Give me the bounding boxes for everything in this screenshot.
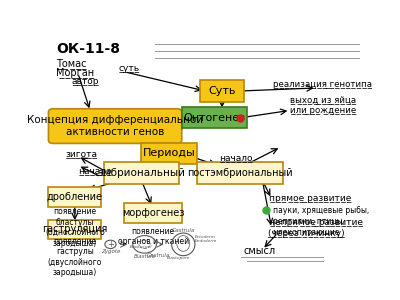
FancyBboxPatch shape	[197, 162, 282, 184]
Text: Endoderm: Endoderm	[195, 239, 218, 243]
Text: появление
бластулы
(однослойного
зародыша): появление бластулы (однослойного зародыш…	[45, 207, 105, 248]
Text: Gastrula: Gastrula	[172, 228, 195, 233]
Text: смысл: смысл	[244, 246, 276, 256]
FancyBboxPatch shape	[48, 187, 101, 207]
Text: Blastopore: Blastopore	[167, 256, 190, 260]
Text: Blastocoel: Blastocoel	[130, 245, 153, 249]
Text: Zygote: Zygote	[101, 249, 120, 254]
Text: морфогенез: морфогенез	[122, 208, 184, 218]
Text: п̲р̲я̲м̲о̲е̲ ̲р̲а̲з̲в̲и̲т̲и̲е̲: п̲р̲я̲м̲о̲е̲ ̲р̲а̲з̲в̲и̲т̲и̲е̲	[268, 194, 351, 203]
Text: с̲у̲т̲ь̲: с̲у̲т̲ь̲	[118, 64, 140, 73]
Text: н̲а̲ч̲а̲л̲о̲: н̲а̲ч̲а̲л̲о̲	[78, 166, 112, 175]
Text: н̲а̲ч̲а̲л̲о̲: н̲а̲ч̲а̲л̲о̲	[219, 154, 252, 163]
FancyBboxPatch shape	[48, 109, 182, 143]
FancyBboxPatch shape	[200, 80, 244, 102]
Text: появление
гаструлы
(двуслойного
зародыша): появление гаструлы (двуслойного зародыша…	[48, 237, 102, 277]
Text: Т̲о̲м̲а̲с̲: Т̲о̲м̲а̲с̲	[56, 58, 87, 69]
Text: постэмбриональный: постэмбриональный	[187, 168, 293, 178]
Text: Blastula: Blastula	[134, 254, 156, 259]
Text: гаструляция: гаструляция	[42, 224, 108, 235]
Text: ОК-11-8: ОК-11-8	[56, 42, 120, 56]
FancyBboxPatch shape	[124, 203, 182, 223]
Text: появление
органов и тканей: появление органов и тканей	[118, 226, 189, 246]
FancyBboxPatch shape	[48, 220, 101, 239]
Text: Суть: Суть	[208, 86, 236, 96]
Text: +: +	[107, 240, 114, 249]
Text: Онтогенез: Онтогенез	[183, 113, 245, 123]
FancyBboxPatch shape	[104, 162, 179, 184]
Text: Концепция дифференциальной
активности генов: Концепция дифференциальной активности ге…	[27, 115, 203, 137]
Text: дробление: дробление	[47, 192, 103, 202]
Text: Gastrula: Gastrula	[147, 253, 170, 258]
Text: з̲и̲г̲о̲т̲а̲: з̲и̲г̲о̲т̲а̲	[66, 149, 98, 158]
Text: Ectoderm: Ectoderm	[195, 235, 216, 239]
Text: Периоды: Периоды	[143, 148, 196, 158]
Text: эмбриональный: эмбриональный	[98, 168, 186, 178]
Text: пауки, хрящевые рыбы,
рептилии, птицы,
млекопитающие: пауки, хрящевые рыбы, рептилии, птицы, м…	[272, 206, 369, 236]
Text: в̲ы̲х̲о̲д̲ ̲и̲з̲ ̲я̲й̲ц̲а̲
и̲л̲и̲ ̲р̲о̲ж̲д̲е̲н̲и̲е̲: в̲ы̲х̲о̲д̲ ̲и̲з̲ ̲я̲й̲ц̲а̲ и̲л̲и̲ ̲р̲о̲ж…	[290, 96, 356, 115]
Text: р̲е̲а̲л̲и̲з̲а̲ц̲и̲я̲ ̲г̲е̲н̲о̲т̲и̲п̲а̲: р̲е̲а̲л̲и̲з̲а̲ц̲и̲я̲ ̲г̲е̲н̲о̲т̲и̲п̲а̲	[273, 80, 372, 89]
Text: М̲о̲р̲г̲а̲н̲: М̲о̲р̲г̲а̲н̲	[56, 67, 94, 78]
Text: а̲в̲т̲о̲р̲: а̲в̲т̲о̲р̲	[72, 76, 100, 85]
FancyBboxPatch shape	[142, 143, 197, 164]
Text: н̲е̲п̲р̲я̲м̲о̲е̲ ̲р̲а̲з̲в̲и̲т̲и̲е̲
(̲ч̲е̲р̲е̲з̲ ̲л̲и̲ч̲и̲н̲к̲у̲)̲: н̲е̲п̲р̲я̲м̲о̲е̲ ̲р̲а̲з̲в̲и̲т̲и̲е̲ (̲ч̲е…	[268, 218, 362, 238]
FancyBboxPatch shape	[182, 107, 247, 128]
